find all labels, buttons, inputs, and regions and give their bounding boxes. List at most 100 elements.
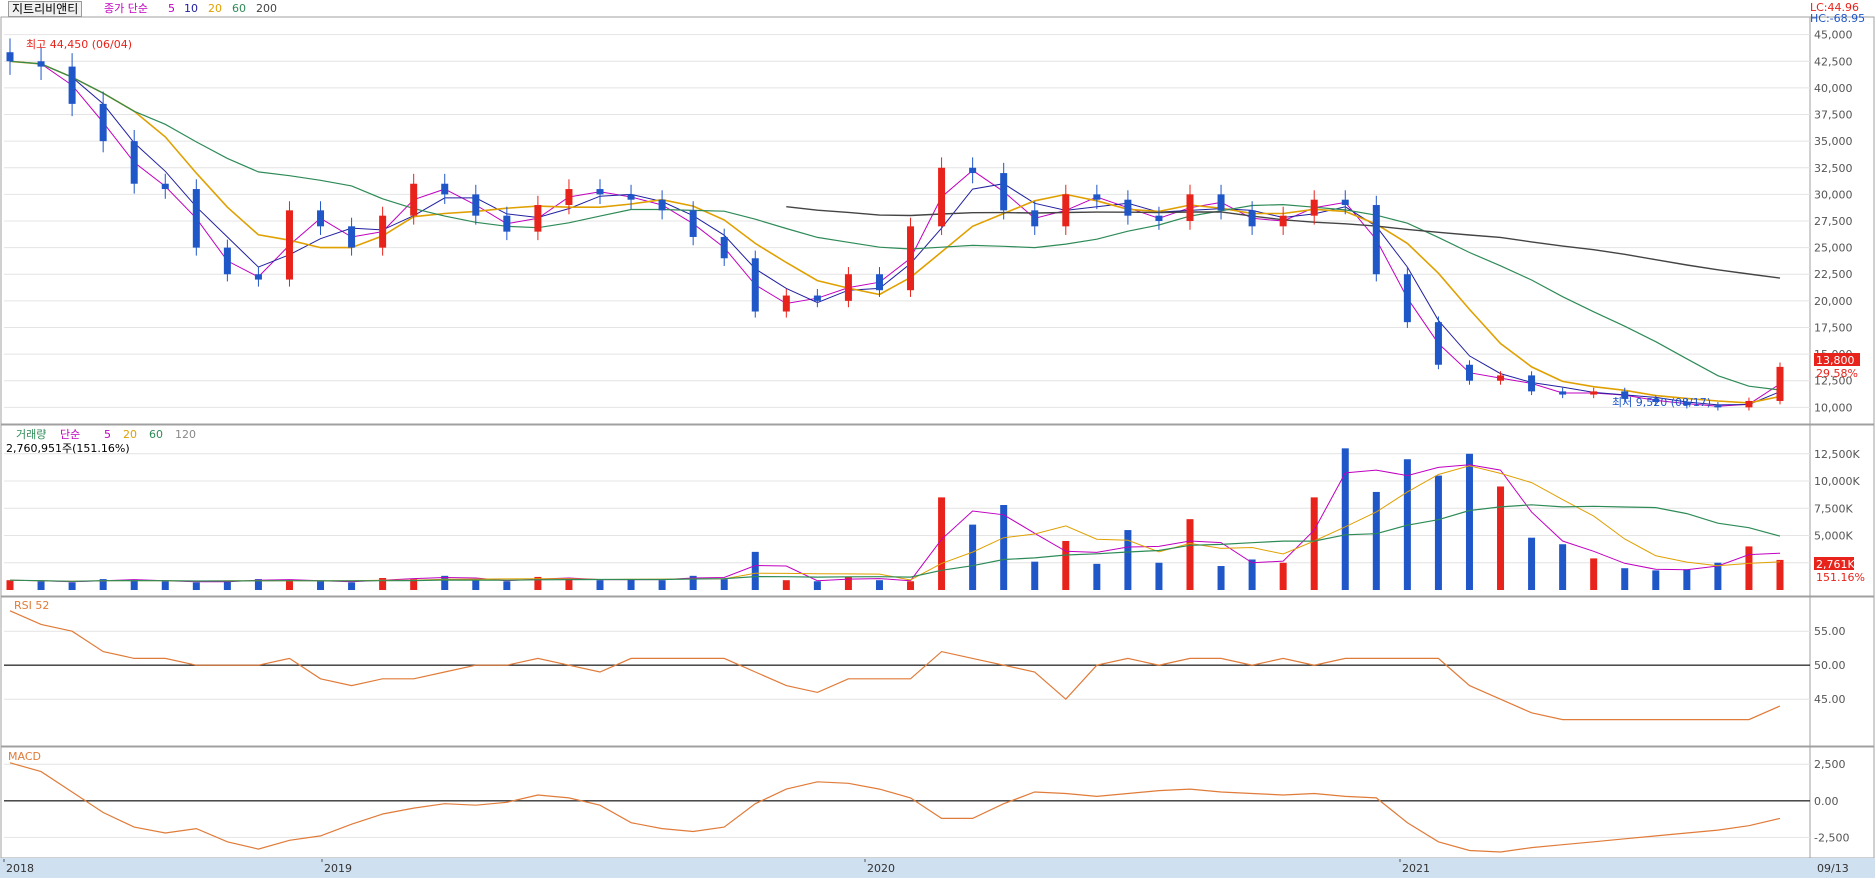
volume-bar <box>410 579 418 590</box>
volume-bar <box>658 580 666 590</box>
candle-body <box>720 236 728 259</box>
candle-body <box>223 247 231 275</box>
price-tick-label: 37,500 <box>1814 109 1853 122</box>
volume-ma60-line <box>9 504 1781 582</box>
hc-readout: HC:-68.95 <box>1810 12 1865 25</box>
candle-body <box>161 183 169 190</box>
volume-bar <box>1217 566 1225 590</box>
price-ma-legend-item: 60 <box>232 2 246 15</box>
price-moving-averages <box>9 60 1781 407</box>
candle-body <box>1403 274 1411 323</box>
rsi-tick-label: 55.00 <box>1814 625 1846 638</box>
volume-bar <box>938 497 946 590</box>
volume-bar <box>1062 540 1070 590</box>
price-tick-label: 35,000 <box>1814 135 1853 148</box>
price-tick-label: 20,000 <box>1814 295 1853 308</box>
macd-tick-label: 0.00 <box>1814 795 1839 808</box>
stock-name-label[interactable]: 지트리비앤티 <box>8 1 83 17</box>
panel-frame <box>0 596 1875 747</box>
volume-bar <box>1559 544 1567 590</box>
ma60-line <box>9 60 1781 391</box>
x-tick-label: 2021 <box>1402 862 1430 875</box>
volume-ma-legend-item: 60 <box>149 428 163 441</box>
candle-body <box>969 167 977 174</box>
volume-ma-legend: 5 20 60 120 <box>104 428 196 441</box>
volume-tick-label: 12,500K <box>1814 448 1860 461</box>
volume-bar <box>1000 505 1008 590</box>
volume-bar <box>379 578 387 590</box>
lc-readout: LC:44.96 <box>1810 1 1859 14</box>
price-tick-label: 42,500 <box>1814 55 1853 68</box>
volume-bar <box>1155 562 1163 590</box>
volume-bar <box>844 576 852 590</box>
candle-body <box>254 274 262 280</box>
volume-bar <box>1776 559 1784 590</box>
last-change-label: 29.58% <box>1816 367 1858 380</box>
candle-body <box>1186 194 1194 221</box>
volume-bar <box>1528 537 1536 590</box>
volume-tick-label: 5,000K <box>1814 530 1853 543</box>
candle-body <box>1621 391 1629 399</box>
last-volume-label: 2,761K <box>1816 558 1855 571</box>
candle-body <box>627 194 635 200</box>
candle-body <box>1248 210 1256 227</box>
candle-body <box>534 205 542 232</box>
macd-polyline <box>9 762 1781 853</box>
volume-ma-legend-item: 5 <box>104 428 111 441</box>
volume-tick-label: 7,500K <box>1814 502 1853 515</box>
candle-body <box>37 61 45 67</box>
candle-body <box>658 199 666 211</box>
volume-bar <box>503 581 511 590</box>
last-volume-badge <box>1814 557 1854 570</box>
rsi-tick-label: 50.00 <box>1814 659 1846 672</box>
candle-body <box>844 274 852 301</box>
price-tick-label: 25,000 <box>1814 242 1853 255</box>
candle-body <box>751 258 759 312</box>
candle-body <box>1465 364 1473 381</box>
price-tick-label: 30,000 <box>1814 188 1853 201</box>
volume-bar <box>161 581 169 590</box>
candle-body <box>1031 210 1039 227</box>
x-axis-bar <box>0 858 1875 878</box>
volume-ma-legend-label: 단순 <box>60 428 80 441</box>
candle-body <box>1497 375 1505 381</box>
x-axis: 2018 2019 2020 2021 09/13 <box>3 859 1849 875</box>
candle-body <box>68 66 76 104</box>
candle-body <box>1062 194 1070 227</box>
candle-body <box>1093 194 1101 200</box>
price-legend-label: 종가 단순 <box>104 2 148 15</box>
ma20-line <box>9 60 1781 404</box>
macd-tick-label: 2,500 <box>1814 758 1846 771</box>
price-tick-label: 22,500 <box>1814 268 1853 281</box>
candle-body <box>348 226 356 248</box>
candle-body <box>938 167 946 227</box>
volume-bar <box>192 582 200 590</box>
candle-body <box>1745 400 1753 408</box>
volume-bar <box>6 580 14 590</box>
candle-body <box>441 183 449 195</box>
volume-bar <box>969 524 977 590</box>
rsi-legend-label: RSI 52 <box>14 599 49 612</box>
candle-body <box>907 226 915 291</box>
candle-body <box>1559 391 1567 395</box>
volume-bar <box>130 580 138 590</box>
candle-body <box>1776 366 1784 401</box>
last-price-label: 13,800 <box>1816 354 1855 367</box>
candle-body <box>875 274 883 291</box>
x-tick-label: 09/13 <box>1817 862 1849 875</box>
candle-body <box>1000 173 1008 211</box>
candle-body <box>813 295 821 301</box>
candle-body <box>689 210 697 237</box>
volume-bar <box>534 576 542 590</box>
volume-bar <box>689 575 697 590</box>
volume-bar <box>1745 546 1753 590</box>
price-tick-label: 40,000 <box>1814 82 1853 95</box>
candle-body <box>1124 199 1132 216</box>
volume-bar <box>1124 530 1132 590</box>
volume-ma20-line <box>9 465 1781 582</box>
rsi-y-axis: 55.00 50.00 45.00 <box>1814 625 1846 706</box>
candle-body <box>1590 391 1598 395</box>
